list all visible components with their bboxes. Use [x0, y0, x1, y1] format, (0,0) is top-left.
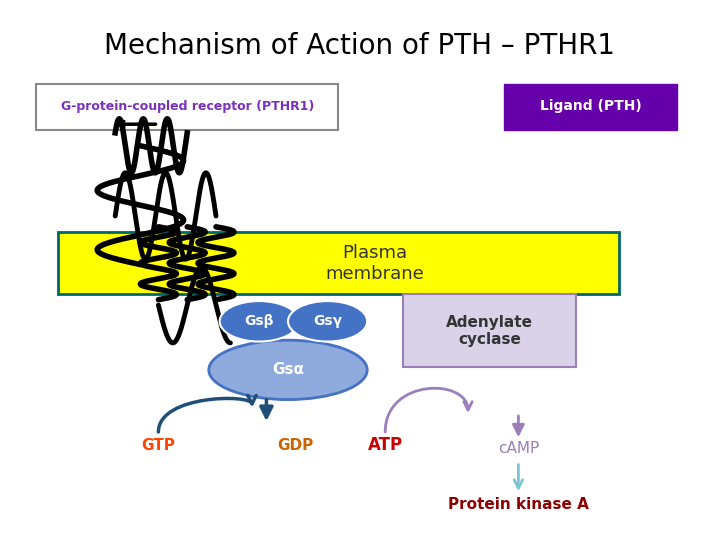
Ellipse shape: [220, 301, 299, 341]
Text: Gsβ: Gsβ: [245, 314, 274, 328]
Text: Ligand (PTH): Ligand (PTH): [539, 99, 642, 113]
Text: Mechanism of Action of PTH – PTHR1: Mechanism of Action of PTH – PTHR1: [104, 32, 616, 60]
Text: Protein kinase A: Protein kinase A: [448, 497, 589, 512]
Ellipse shape: [209, 340, 367, 400]
FancyBboxPatch shape: [36, 84, 338, 130]
Ellipse shape: [288, 301, 367, 341]
Text: Gsγ: Gsγ: [313, 314, 342, 328]
Text: Plasma
membrane: Plasma membrane: [325, 244, 424, 282]
FancyBboxPatch shape: [58, 232, 619, 294]
FancyBboxPatch shape: [504, 84, 677, 130]
Text: G-protein-coupled receptor (PTHR1): G-protein-coupled receptor (PTHR1): [60, 100, 314, 113]
Text: ATP: ATP: [368, 436, 402, 455]
FancyArrowPatch shape: [385, 388, 472, 432]
Text: GDP: GDP: [277, 438, 313, 453]
FancyArrowPatch shape: [158, 395, 256, 432]
Text: cAMP: cAMP: [498, 441, 539, 456]
Text: Gsα: Gsα: [272, 362, 304, 377]
Text: GTP: GTP: [141, 438, 176, 453]
FancyBboxPatch shape: [403, 294, 576, 367]
Text: Adenylate
cyclase: Adenylate cyclase: [446, 314, 533, 347]
